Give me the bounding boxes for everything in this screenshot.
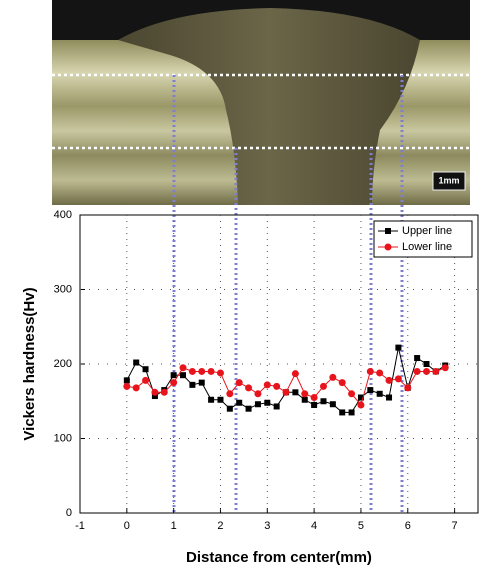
point [123, 377, 130, 384]
point [329, 373, 337, 381]
x-tick-label: 7 [452, 520, 458, 532]
point [310, 394, 318, 402]
y-tick-label: 200 [54, 358, 72, 370]
point [386, 394, 393, 401]
point [348, 390, 356, 398]
point [395, 344, 402, 351]
y-tick-label: 0 [66, 507, 72, 519]
point [273, 403, 280, 410]
point [151, 388, 159, 396]
legend-box [373, 220, 473, 258]
legend-marker [384, 243, 392, 251]
point [376, 390, 383, 397]
point [441, 364, 449, 372]
point [413, 367, 421, 375]
point [226, 390, 234, 398]
point [217, 396, 224, 403]
point [357, 394, 364, 401]
y-tick-label: 100 [54, 432, 72, 444]
point [151, 393, 158, 400]
point [216, 369, 224, 377]
x-tick-label: 0 [124, 520, 130, 532]
point [133, 359, 140, 366]
point [235, 379, 243, 387]
point [432, 367, 440, 375]
point [207, 367, 215, 375]
micrograph: 1mm [52, 0, 470, 205]
y-tick-label: 400 [54, 209, 72, 221]
point [367, 387, 374, 394]
point [180, 372, 187, 379]
point [245, 405, 252, 412]
point [301, 396, 308, 403]
y-tick-label: 300 [54, 283, 72, 295]
point [208, 396, 215, 403]
point [264, 399, 271, 406]
point [292, 389, 299, 396]
point [189, 381, 196, 388]
x-tick-label: -1 [75, 520, 85, 532]
point [404, 384, 412, 392]
scale-bar-label: 1mm [438, 175, 459, 185]
x-tick-label: 1 [171, 520, 177, 532]
point [414, 355, 421, 362]
point [357, 401, 365, 409]
point [170, 379, 178, 387]
y-axis-label: Vickers hardness(Hv) [21, 287, 38, 440]
x-tick-label: 6 [405, 520, 411, 532]
point [319, 382, 327, 390]
legend-label: Upper line [402, 225, 452, 237]
point [160, 388, 168, 396]
point [132, 384, 140, 392]
x-tick-label: 4 [311, 520, 317, 532]
point [339, 409, 346, 416]
point [320, 398, 327, 405]
point [188, 367, 196, 375]
point [376, 369, 384, 377]
point [301, 390, 309, 398]
point [142, 366, 149, 373]
point [254, 401, 261, 408]
point [198, 379, 205, 386]
point [329, 401, 336, 408]
x-axis-label: Distance from center(mm) [186, 549, 372, 566]
legend-label: Lower line [402, 241, 452, 253]
point [123, 382, 131, 390]
point [366, 367, 374, 375]
point [423, 361, 430, 367]
point [291, 370, 299, 378]
point [385, 376, 393, 384]
point [263, 381, 271, 389]
point [348, 409, 355, 416]
x-tick-label: 3 [264, 520, 270, 532]
point [254, 390, 262, 398]
point [273, 382, 281, 390]
point [282, 388, 290, 396]
point [422, 367, 430, 375]
legend-marker [385, 228, 391, 234]
point [179, 364, 187, 372]
point [394, 375, 402, 383]
point [245, 384, 253, 392]
point [311, 401, 318, 408]
point [198, 367, 206, 375]
boundary-lines [172, 75, 404, 513]
point [170, 372, 177, 379]
x-tick-label: 2 [217, 520, 223, 532]
point [338, 379, 346, 387]
point [142, 376, 150, 384]
x-tick-label: 5 [358, 520, 364, 532]
point [226, 405, 233, 412]
point [236, 399, 243, 406]
